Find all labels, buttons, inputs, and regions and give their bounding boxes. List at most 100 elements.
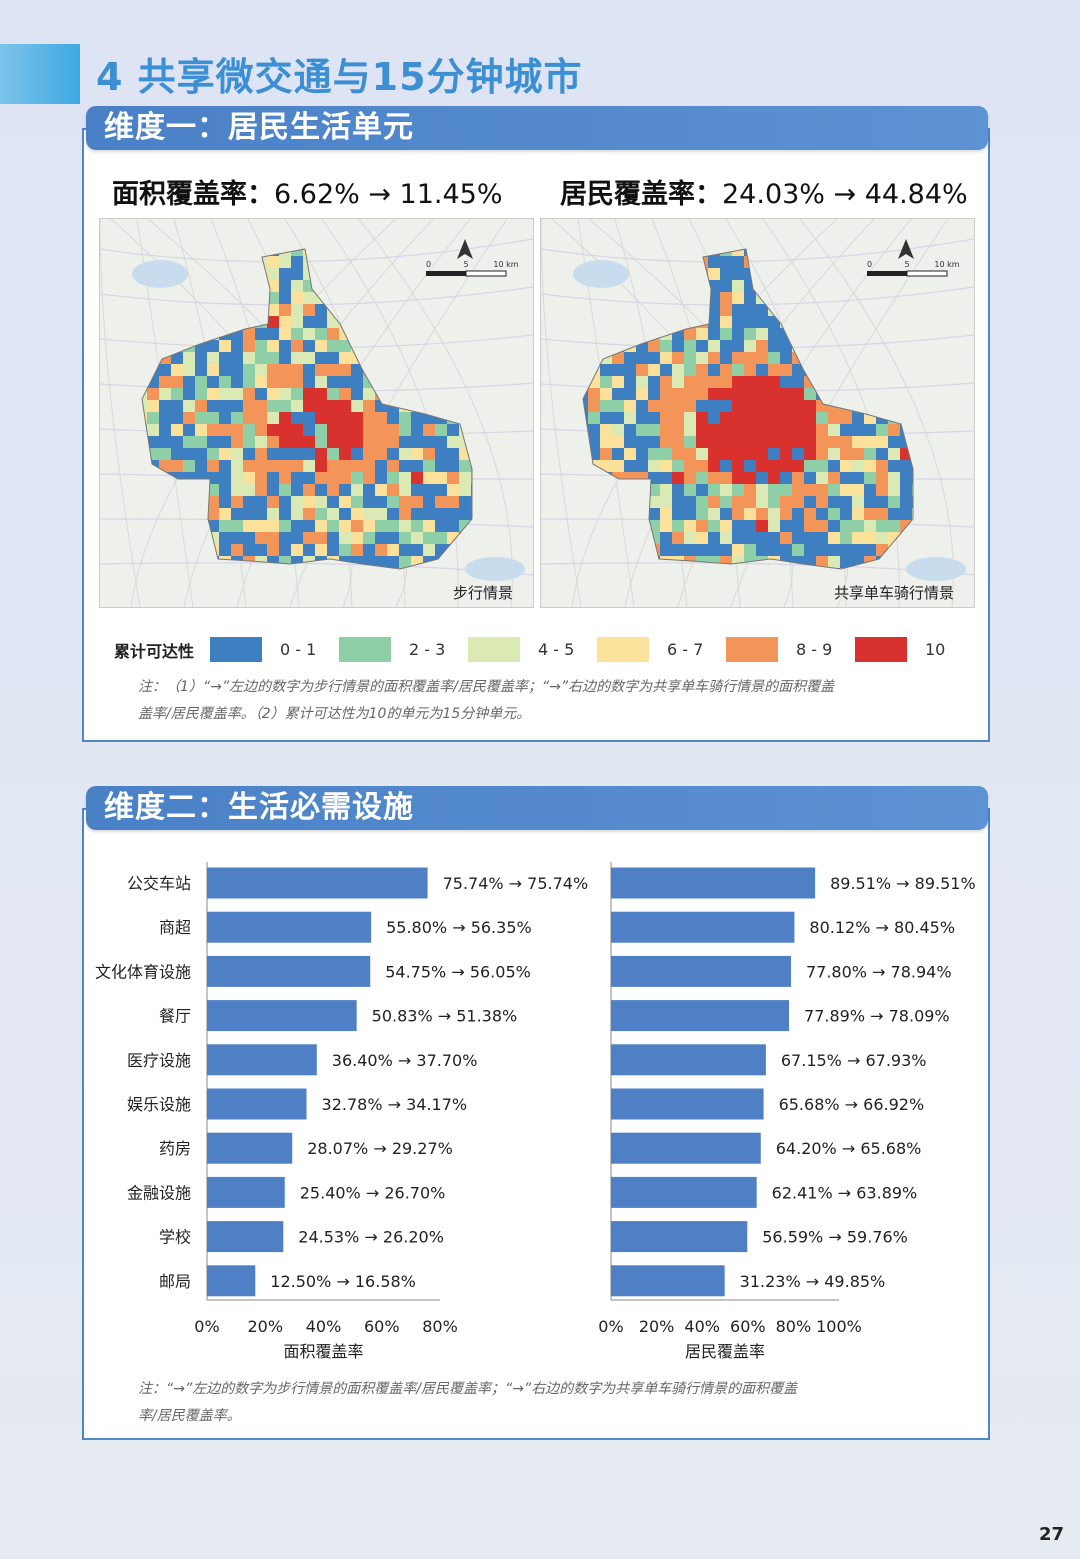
page-number: 27 xyxy=(1038,1524,1064,1545)
bar xyxy=(611,911,795,943)
dimension2-note-line1: 注：“→”左边的数字为步行情景的面积覆盖率/居民覆盖率；“→”右边的数字为共享单… xyxy=(138,1381,798,1397)
dimension2-note-line2: 率/居民覆盖率。 xyxy=(138,1408,241,1424)
tick-label: 0% xyxy=(598,1317,623,1336)
bar xyxy=(611,867,816,899)
resident-coverage-label: 居民覆盖率： xyxy=(560,179,722,210)
legend-label: 10 xyxy=(925,640,946,659)
bar-value-label: 55.80% → 56.35% xyxy=(386,918,532,937)
walking-map-grid: 0 5 10 km xyxy=(100,219,533,607)
bar xyxy=(207,1088,307,1120)
area-coverage-value: 6.62% → 11.45% xyxy=(274,179,503,210)
bike-map-caption: 共享单车骑行情景 xyxy=(833,584,954,602)
bar-value-label: 54.75% → 56.05% xyxy=(385,962,531,981)
bar xyxy=(611,1044,766,1076)
tick-label: 20% xyxy=(639,1317,675,1336)
bar xyxy=(611,1221,748,1253)
category-label: 公交车站 xyxy=(127,874,191,893)
legend-swatch xyxy=(855,637,907,662)
tick-label: 20% xyxy=(247,1317,283,1336)
legend-swatch xyxy=(726,637,778,662)
x-axis-label: 居民覆盖率 xyxy=(685,1342,765,1361)
bar xyxy=(611,1088,764,1120)
bar xyxy=(207,955,371,987)
bar xyxy=(207,1265,256,1297)
tick-label: 60% xyxy=(730,1317,766,1336)
walking-scenario-map: 0 5 10 km 步行情景 xyxy=(99,218,534,608)
dimension1-note-line2: 盖率/居民覆盖率。（2）累计可达性为10的单元为15分钟单元。 xyxy=(138,706,531,722)
dimension2-note: 注：“→”左边的数字为步行情景的面积覆盖率/居民覆盖率；“→”右边的数字为共享单… xyxy=(138,1376,968,1430)
bar xyxy=(611,1265,725,1297)
bar-value-label: 89.51% → 89.51% xyxy=(830,874,976,893)
legend-label: 6 - 7 xyxy=(667,640,704,659)
walking-map-caption: 步行情景 xyxy=(452,584,513,602)
tick-label: 80% xyxy=(422,1317,458,1336)
bar xyxy=(611,1176,757,1208)
legend-swatch xyxy=(339,637,391,662)
bike-map-grid: 0 5 10 km xyxy=(541,219,974,607)
bar-value-label: 64.20% → 65.68% xyxy=(776,1139,922,1158)
bar xyxy=(611,1000,790,1032)
area-coverage-stat: 面积覆盖率：6.62% → 11.45% xyxy=(112,172,503,211)
x-axis-label: 面积覆盖率 xyxy=(283,1342,363,1361)
bike-scenario-map: 0 5 10 km 共享单车骑行情景 xyxy=(540,218,975,608)
bar-value-label: 65.68% → 66.92% xyxy=(779,1095,925,1114)
bar xyxy=(207,1176,285,1208)
facility-coverage-charts: 75.74% → 75.74% 公交车站 55.80% → 56.35% 商超 54.7… xyxy=(95,862,976,1361)
bar-value-label: 80.12% → 80.45% xyxy=(809,918,955,937)
category-label: 娱乐设施 xyxy=(127,1095,191,1114)
area-coverage-label: 面积覆盖率： xyxy=(112,179,274,210)
bar xyxy=(207,1132,293,1164)
bar-value-label: 77.89% → 78.09% xyxy=(804,1007,950,1026)
dimension1-header: 维度一：居民生活单元 xyxy=(86,106,988,150)
bar-value-label: 77.80% → 78.94% xyxy=(806,962,952,981)
svg-text:10 km: 10 km xyxy=(934,260,959,269)
bar-value-label: 31.23% → 49.85% xyxy=(740,1272,886,1291)
category-label: 金融设施 xyxy=(127,1183,191,1202)
category-label: 商超 xyxy=(159,918,191,937)
category-label: 学校 xyxy=(159,1228,191,1247)
bar xyxy=(207,1044,317,1076)
dimension1-note: 注：（1）“→”左边的数字为步行情景的面积覆盖率/居民覆盖率；“→”右边的数字为… xyxy=(138,674,968,728)
bar-value-label: 28.07% → 29.27% xyxy=(307,1139,453,1158)
bar-value-label: 75.74% → 75.74% xyxy=(443,874,589,893)
bar-value-label: 56.59% → 59.76% xyxy=(762,1228,908,1247)
bar xyxy=(207,867,428,899)
bar xyxy=(207,1000,357,1032)
legend-label: 4 - 5 xyxy=(538,640,575,659)
category-label: 药房 xyxy=(159,1139,191,1158)
tick-label: 80% xyxy=(776,1317,812,1336)
tick-label: 60% xyxy=(364,1317,400,1336)
bar-value-label: 62.41% → 63.89% xyxy=(772,1183,918,1202)
dimension2-header: 维度二：生活必需设施 xyxy=(86,786,988,830)
bar-value-label: 32.78% → 34.17% xyxy=(322,1095,468,1114)
svg-text:5: 5 xyxy=(463,260,468,269)
page-title: 4 共享微交通与15分钟城市 xyxy=(96,55,583,99)
category-label: 文化体育设施 xyxy=(95,962,191,981)
tick-label: 100% xyxy=(816,1317,862,1336)
resident-coverage-value: 24.03% → 44.84% xyxy=(722,179,968,210)
dimension1-note-line1: 注：（1）“→”左边的数字为步行情景的面积覆盖率/居民覆盖率；“→”右边的数字为… xyxy=(138,679,835,695)
legend-label: 0 - 1 xyxy=(280,640,317,659)
bar-value-label: 50.83% → 51.38% xyxy=(372,1007,518,1026)
category-label: 邮局 xyxy=(159,1272,191,1291)
bar xyxy=(207,1221,284,1253)
bar-value-label: 36.40% → 37.70% xyxy=(332,1051,478,1070)
legend-swatch xyxy=(597,637,649,662)
legend-swatch xyxy=(468,637,520,662)
legend-label: 8 - 9 xyxy=(796,640,833,659)
bar xyxy=(611,1132,761,1164)
legend-title: 累计可达性 xyxy=(114,642,195,661)
resident-coverage-stat: 居民覆盖率：24.03% → 44.84% xyxy=(560,172,968,211)
svg-text:5: 5 xyxy=(904,260,909,269)
category-label: 餐厅 xyxy=(159,1007,191,1026)
svg-text:0: 0 xyxy=(426,260,431,269)
tick-label: 0% xyxy=(194,1317,219,1336)
tick-label: 40% xyxy=(684,1317,720,1336)
category-label: 医疗设施 xyxy=(127,1051,191,1070)
bar-value-label: 12.50% → 16.58% xyxy=(270,1272,416,1291)
bar xyxy=(207,911,372,943)
svg-text:10 km: 10 km xyxy=(493,260,518,269)
legend-swatch xyxy=(210,637,262,662)
bar xyxy=(611,955,791,987)
svg-text:0: 0 xyxy=(867,260,872,269)
